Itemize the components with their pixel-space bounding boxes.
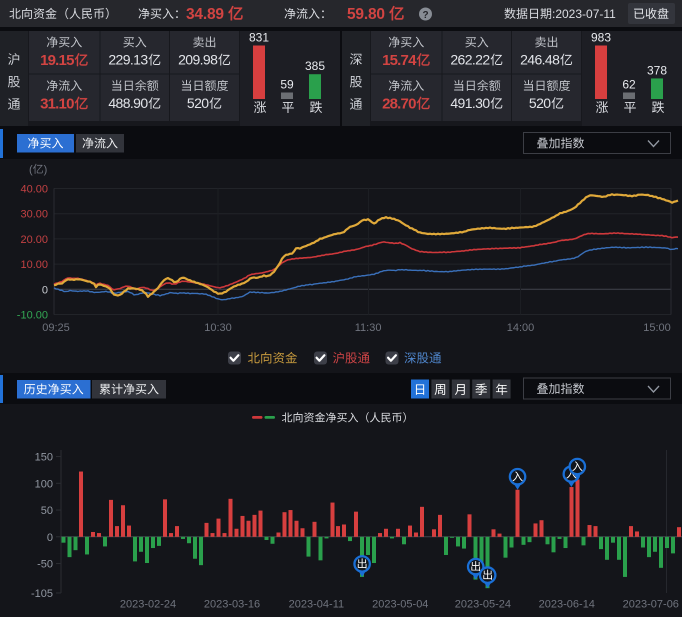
svg-text:2023-05-04: 2023-05-04 [372, 599, 428, 611]
svg-text:11:30: 11:30 [355, 322, 382, 334]
svg-text:14:00: 14:00 [507, 322, 535, 334]
svg-text:100: 100 [35, 478, 53, 490]
svg-text:491.30: 491.30 [450, 95, 490, 111]
svg-text:378: 378 [647, 63, 667, 77]
svg-text:0: 0 [47, 532, 53, 544]
svg-text:15.74: 15.74 [382, 52, 417, 69]
svg-text:262.22: 262.22 [450, 52, 490, 68]
svg-text:2023-04-11: 2023-04-11 [289, 599, 344, 611]
svg-text:19.15: 19.15 [40, 52, 74, 69]
svg-text:520: 520 [529, 95, 551, 111]
svg-text:-105: -105 [31, 588, 53, 600]
svg-text:50: 50 [41, 505, 53, 517]
svg-text:229.13: 229.13 [108, 52, 148, 68]
svg-text:31.10: 31.10 [40, 96, 74, 113]
svg-text:59.80: 59.80 [347, 6, 385, 23]
svg-text:(: ( [29, 164, 33, 176]
svg-text:0: 0 [42, 284, 48, 296]
svg-text:10:30: 10:30 [204, 322, 232, 334]
svg-text:59: 59 [280, 78, 294, 92]
svg-text:2023-05-24: 2023-05-24 [455, 599, 511, 611]
svg-text:246.48: 246.48 [520, 52, 560, 68]
svg-text:30.00: 30.00 [20, 209, 48, 221]
svg-text:20.00: 20.00 [20, 234, 48, 246]
svg-text:520: 520 [187, 95, 209, 111]
svg-text:983: 983 [591, 31, 611, 45]
svg-text:15:00: 15:00 [643, 322, 671, 334]
svg-text:209.98: 209.98 [178, 52, 218, 68]
svg-text:2023-03-16: 2023-03-16 [204, 599, 260, 611]
svg-text:2023-06-14: 2023-06-14 [539, 599, 595, 611]
svg-text:?: ? [422, 10, 428, 21]
svg-text:62: 62 [622, 78, 636, 92]
svg-text:831: 831 [249, 31, 269, 45]
svg-text:34.89: 34.89 [186, 6, 224, 23]
svg-text:28.70: 28.70 [382, 96, 416, 113]
svg-text:-50: -50 [37, 559, 53, 571]
svg-text:385: 385 [305, 59, 325, 73]
svg-text::2023-07-11: :2023-07-11 [552, 7, 616, 21]
svg-text:-10.00: -10.00 [17, 310, 48, 322]
svg-text:150: 150 [35, 452, 53, 464]
svg-text:2023-07-06: 2023-07-06 [623, 599, 679, 611]
svg-text:09:25: 09:25 [42, 322, 70, 334]
svg-text:488.90: 488.90 [108, 95, 148, 111]
svg-text:): ) [44, 164, 48, 176]
svg-text:10.00: 10.00 [20, 259, 48, 271]
svg-text:2023-02-24: 2023-02-24 [120, 599, 176, 611]
svg-text:40.00: 40.00 [20, 184, 48, 196]
